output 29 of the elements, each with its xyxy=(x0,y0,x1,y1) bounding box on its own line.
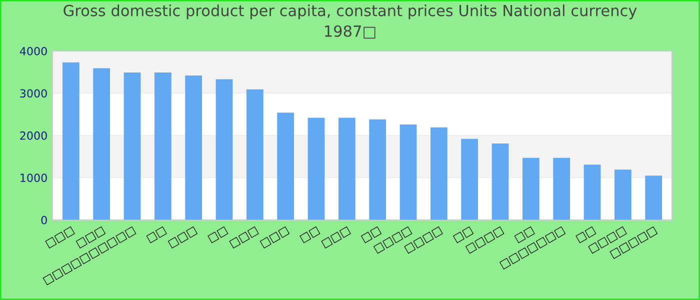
bar xyxy=(93,68,110,220)
bar xyxy=(62,62,80,220)
bar xyxy=(369,119,386,220)
bar xyxy=(246,89,264,220)
bar xyxy=(430,127,448,220)
y-tick-label: 2000 xyxy=(20,131,47,140)
bar xyxy=(308,118,325,220)
y-tick-label: 1000 xyxy=(20,174,47,182)
bar xyxy=(338,118,356,220)
bar xyxy=(216,79,233,220)
bar xyxy=(584,164,601,220)
bar xyxy=(277,112,294,220)
bar xyxy=(154,72,172,220)
bar xyxy=(645,176,662,220)
bar xyxy=(185,75,202,220)
x-tick-label: □□ xyxy=(208,226,228,244)
x-tick-label: □□ xyxy=(146,226,167,244)
chart-title: Gross domestic product per capita, constant prices Units National currency 1987□ xyxy=(64,4,637,39)
bar xyxy=(553,158,570,220)
y-tick-label: 3000 xyxy=(20,89,47,98)
x-tick-label: □□ xyxy=(300,226,320,244)
bar xyxy=(461,138,478,220)
bar xyxy=(124,72,141,220)
y-tick-label: 0 xyxy=(41,216,47,224)
bar xyxy=(614,170,632,220)
bar xyxy=(522,158,540,220)
y-tick-label: 4000 xyxy=(20,46,47,56)
bar xyxy=(400,124,417,220)
bar xyxy=(492,143,509,220)
